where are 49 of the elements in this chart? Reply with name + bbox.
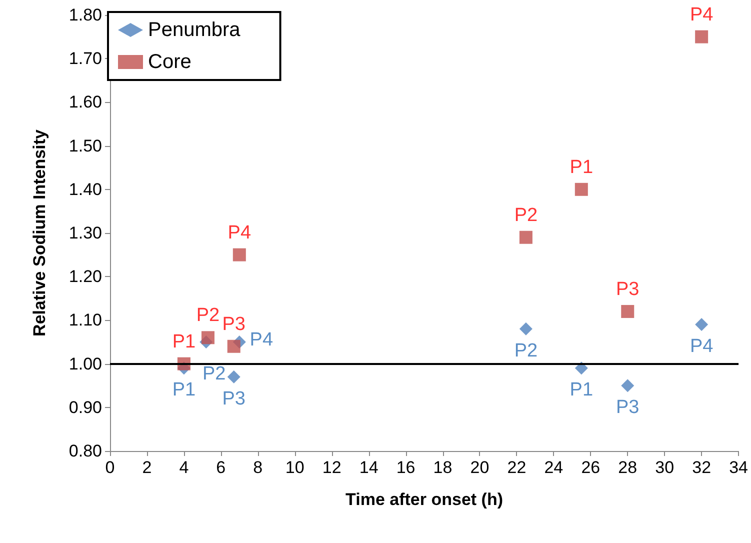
x-tick-label: 24 xyxy=(544,458,564,477)
y-tick-label: 1.80 xyxy=(68,6,102,24)
data-label: P4 xyxy=(690,4,714,26)
y-tick-label: 1.10 xyxy=(68,310,102,330)
data-label: P1 xyxy=(172,331,196,352)
x-tick-label: 32 xyxy=(692,458,712,477)
x-axis-title: Time after onset (h) xyxy=(346,490,503,509)
y-tick-label: 1.60 xyxy=(68,92,102,112)
x-tick-label: 12 xyxy=(322,458,342,477)
data-label: P4 xyxy=(690,336,714,358)
y-tick-label: 1.00 xyxy=(68,354,102,374)
data-label: P2 xyxy=(514,340,538,362)
x-tick-label: 22 xyxy=(507,458,526,477)
x-tick-label: 30 xyxy=(655,458,674,477)
data-label: P4 xyxy=(228,222,252,244)
y-tick-label: 1.50 xyxy=(68,136,102,156)
data-label: P1 xyxy=(172,380,196,401)
x-tick-label: 14 xyxy=(359,458,378,477)
x-tick-label: 16 xyxy=(396,458,416,477)
data-label: P3 xyxy=(616,397,640,418)
data-label: P1 xyxy=(570,156,594,178)
x-tick-label: 10 xyxy=(285,458,304,477)
x-tick-label: 6 xyxy=(216,458,226,477)
legend-label: Penumbra xyxy=(148,19,242,41)
data-label: P2 xyxy=(202,364,226,384)
y-tick-label: 0.80 xyxy=(68,442,102,460)
y-tick-label: 0.90 xyxy=(68,398,102,417)
data-label: P2 xyxy=(514,204,538,226)
y-axis-title: Relative Sodium Intensity xyxy=(30,129,49,336)
data-label: P3 xyxy=(222,314,246,335)
x-tick-label: 4 xyxy=(179,458,189,477)
x-tick-label: 0 xyxy=(105,458,115,477)
y-tick-label: 1.70 xyxy=(68,49,102,68)
data-label: P4 xyxy=(250,330,274,350)
data-label: P2 xyxy=(196,305,220,326)
x-tick-label: 8 xyxy=(253,458,263,477)
y-tick-label: 1.30 xyxy=(68,224,102,242)
x-tick-label: 28 xyxy=(618,458,638,477)
data-label: P3 xyxy=(616,278,640,300)
x-tick-label: 2 xyxy=(142,458,152,477)
x-tick-label: 18 xyxy=(433,458,452,477)
x-tick-label: 26 xyxy=(581,458,600,477)
x-tick-label: 20 xyxy=(470,458,490,477)
legend-label: Core xyxy=(148,51,192,73)
x-tick-label: 34 xyxy=(729,458,748,477)
y-tick-label: 1.40 xyxy=(68,180,102,199)
data-label: P1 xyxy=(570,380,594,401)
y-tick-label: 1.20 xyxy=(68,267,102,286)
data-label: P3 xyxy=(222,388,246,410)
